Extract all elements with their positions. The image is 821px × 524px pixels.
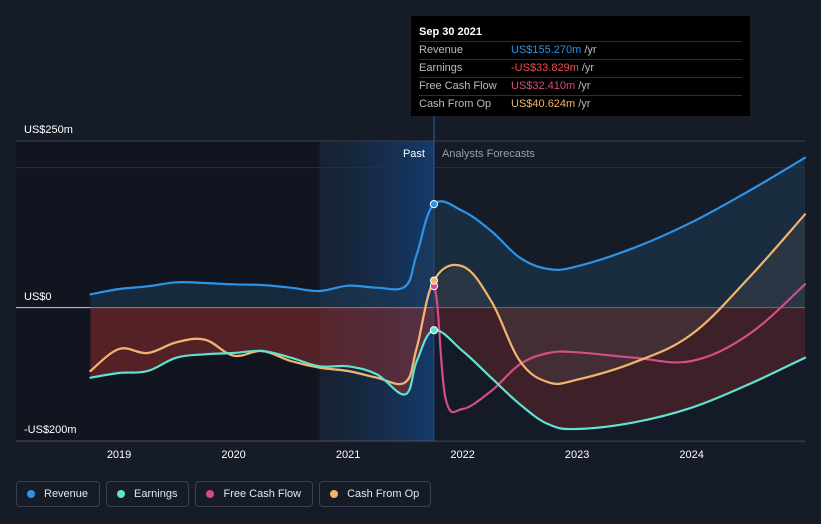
y-tick-label: -US$200m [24, 424, 77, 436]
past-label: Past [403, 148, 425, 160]
chart-area: US$250m US$0 -US$200m 2019 2020 2021 2022 2023 2… [16, 16, 807, 461]
x-tick-label: 2020 [221, 449, 245, 461]
revenue-line [89, 156, 807, 296]
tooltip-label: Cash From Op [419, 98, 492, 110]
legend-label: Free Cash Flow [223, 488, 302, 500]
forecast-overlay [433, 307, 805, 441]
forecast-label: Analysts Forecasts [442, 148, 535, 160]
tooltip-row-revenue: Revenue US$155.270m /yr [419, 41, 742, 59]
tooltip-row-cash-from-op: Cash From Op US$40.624m /yr [419, 95, 742, 113]
tooltip-unit: /yr [584, 44, 597, 56]
revenue-marker [429, 200, 439, 209]
legend-label: Revenue [44, 488, 89, 500]
legend-item-free-cash-flow[interactable]: Free Cash Flow [195, 481, 314, 507]
tooltip-value: -US$33.829m [511, 62, 579, 74]
tooltip-label: Earnings [419, 62, 463, 74]
earnings-marker [429, 326, 439, 335]
tooltip-unit: /yr [578, 80, 591, 92]
cash-from-op-area [433, 214, 805, 384]
x-tick-label: 2024 [679, 449, 703, 461]
tooltip-unit: /yr [581, 62, 595, 74]
legend-label: Earnings [134, 488, 178, 500]
tooltip-value: US$155.270m [511, 44, 582, 56]
tooltip-row-earnings: Earnings -US$33.829m /yr [419, 59, 742, 77]
legend-label: Cash From Op [347, 488, 420, 500]
free-cash-flow-dot-icon [206, 490, 215, 498]
cash-from-op-line [89, 213, 807, 386]
x-tick-label: 2022 [450, 449, 474, 461]
legend-item-revenue[interactable]: Revenue [16, 481, 101, 507]
earnings-line [89, 329, 807, 431]
earnings-area [90, 307, 805, 430]
y-tick-label: US$0 [24, 291, 52, 303]
tooltip-row-free-cash-flow: Free Cash Flow US$32.410m /yr [419, 77, 742, 95]
earnings-dot-icon [117, 490, 126, 498]
legend: Revenue Earnings Free Cash Flow Cash Fro… [16, 481, 432, 507]
legend-item-cash-from-op[interactable]: Cash From Op [319, 481, 432, 507]
tooltip-label: Revenue [419, 44, 464, 56]
tooltip: Sep 30 2021 Revenue US$155.270m /yr Earn… [411, 16, 750, 116]
legend-item-earnings[interactable]: Earnings [106, 481, 190, 507]
tooltip-value: US$32.410m [511, 80, 576, 92]
revenue-dot-icon [27, 490, 35, 498]
tooltip-label: Free Cash Flow [419, 80, 497, 92]
x-tick-label: 2021 [336, 449, 360, 461]
y-tick-label: US$250m [24, 124, 73, 136]
cash-from-op-dot-icon [330, 490, 339, 498]
revenue-area [90, 157, 805, 308]
cash-from-op-marker [429, 276, 439, 285]
x-tick-label: 2023 [565, 449, 589, 461]
tooltip-value: US$40.624m [511, 98, 576, 110]
x-tick-label: 2019 [107, 449, 131, 461]
tooltip-unit: /yr [578, 98, 591, 110]
tooltip-date: Sep 30 2021 [419, 26, 482, 38]
